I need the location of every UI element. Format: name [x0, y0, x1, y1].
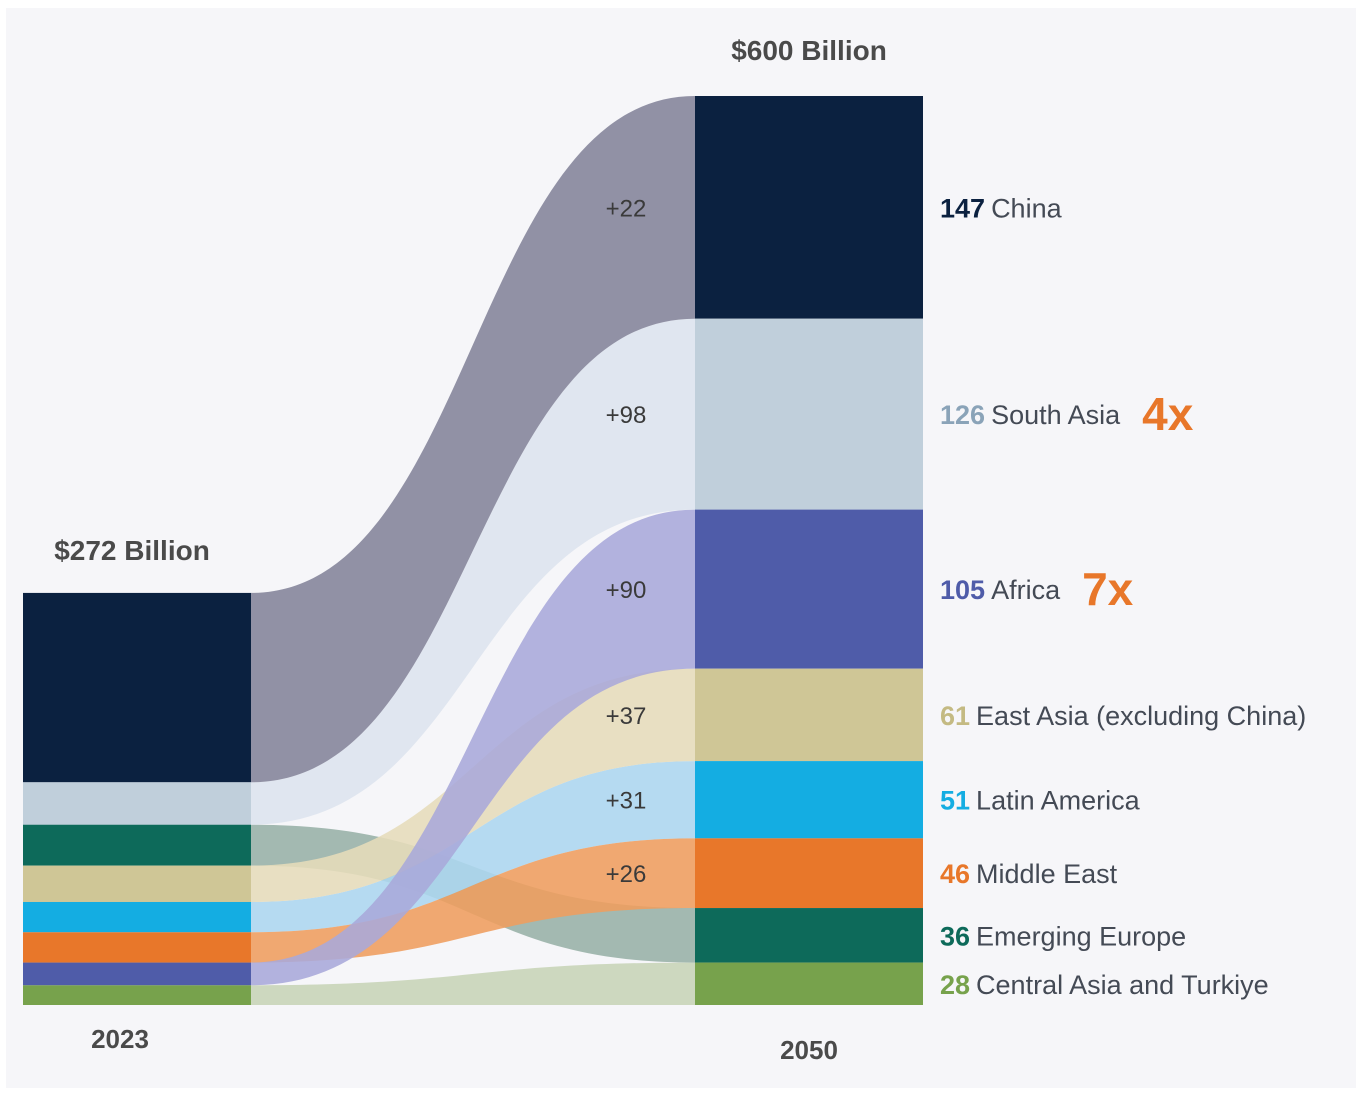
right-year-label: 2050 [780, 1035, 838, 1065]
region-name: Latin America [976, 786, 1141, 816]
bar-2023-south-asia [23, 782, 251, 825]
flow-china [251, 96, 695, 783]
region-value: 51 [940, 786, 970, 816]
region-value: 28 [940, 970, 970, 1000]
delta-label-east-asia-excluding-china: +37 [606, 703, 647, 730]
region-name: China [991, 193, 1063, 223]
region-label-central-asia-and-turkiye: 28 Central Asia and Turkiye [940, 970, 1269, 1000]
left-year-label: 2023 [91, 1024, 149, 1054]
region-label-south-asia: 126 South Asia 4x [940, 388, 1194, 440]
flow-south-asia [251, 318, 695, 825]
growth-multiplier: 4x [1142, 388, 1194, 440]
region-name: Africa [991, 575, 1061, 605]
delta-label-middle-east: +26 [606, 861, 647, 888]
region-name: Middle East [976, 859, 1118, 889]
region-name: South Asia [991, 400, 1121, 430]
region-label-east-asia-excluding-china: 61 East Asia (excluding China) [940, 701, 1306, 731]
bar-2050-latin-america [695, 761, 923, 839]
region-name: Emerging Europe [976, 921, 1186, 951]
bar-2050-africa [695, 509, 923, 669]
bar-2023-central-asia-and-turkiye [23, 985, 251, 1005]
growth-multiplier: 7x [1082, 563, 1134, 615]
bar-2023-latin-america [23, 901, 251, 933]
region-value: 126 [940, 400, 985, 430]
bar-2023-emerging-europe [23, 824, 251, 866]
region-value: 105 [940, 575, 985, 605]
bar-2023-middle-east [23, 932, 251, 963]
left-total-label: $272 Billion [54, 535, 210, 566]
bar-2050-emerging-europe [695, 908, 923, 963]
delta-label-south-asia: +98 [606, 402, 647, 429]
bar-2050-south-asia [695, 318, 923, 510]
flow-bands [251, 96, 695, 1005]
region-label-china: 147 China [940, 193, 1063, 223]
bar-2050-east-asia-excluding-china [695, 668, 923, 762]
region-label-latin-america: 51 Latin America [940, 786, 1141, 816]
left-stacked-bar [23, 592, 251, 1005]
bar-2050-central-asia-and-turkiye [695, 962, 923, 1005]
bar-2050-china [695, 96, 923, 319]
delta-labels: +22 +98 +90 +37 +31 +26 [606, 195, 647, 888]
region-labels: 147 China 126 South Asia 4x 105 Africa 7x 61 East… [940, 193, 1306, 999]
region-value: 46 [940, 859, 970, 889]
bar-2023-east-asia-excluding-china [23, 865, 251, 902]
flow-africa [251, 509, 695, 986]
region-label-middle-east: 46 Middle East [940, 859, 1118, 889]
flow-central-asia-and-turkiye [251, 962, 695, 1005]
flow-latin-america [251, 761, 695, 933]
right-stacked-bar [695, 96, 923, 1005]
region-name: East Asia (excluding China) [976, 701, 1306, 731]
bar-2023-africa [23, 962, 251, 986]
bar-2050-middle-east [695, 838, 923, 909]
region-name: Central Asia and Turkiye [976, 970, 1269, 1000]
delta-label-africa: +90 [606, 577, 647, 604]
region-value: 61 [940, 701, 970, 731]
delta-label-china: +22 [606, 195, 647, 222]
bar-2023-china [23, 592, 251, 783]
right-total-label: $600 Billion [731, 35, 887, 66]
delta-label-latin-america: +31 [606, 788, 647, 815]
region-label-africa: 105 Africa 7x [940, 563, 1134, 615]
region-value: 36 [940, 921, 970, 951]
region-value: 147 [940, 193, 985, 223]
region-label-emerging-europe: 36 Emerging Europe [940, 921, 1186, 951]
